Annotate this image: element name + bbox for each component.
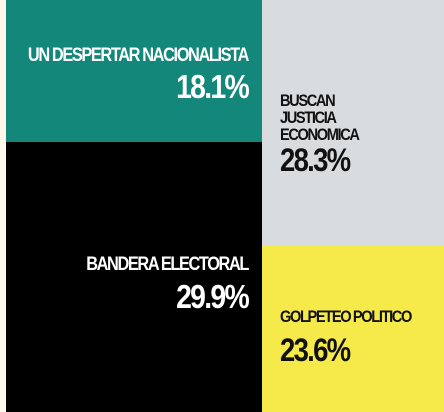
tile-value: 28.3% xyxy=(280,142,351,178)
tile-label: GOLPETEO POLITICO xyxy=(280,307,412,326)
tile-value: 29.9% xyxy=(176,278,250,315)
tile-justicia-economica: BUSCAN JUSTICIA ECONOMICA 28.3% xyxy=(262,0,444,246)
tile-label: UN DESPERTAR NACIONALISTA xyxy=(27,45,249,66)
tile-value: 23.6% xyxy=(280,332,351,368)
tile-label: BUSCAN JUSTICIA ECONOMICA xyxy=(280,91,360,144)
tile-golpeteo-politico: GOLPETEO POLITICO 23.6% xyxy=(262,246,444,412)
tile-label: BANDERA ELECTORAL xyxy=(86,254,249,275)
tile-bandera-electoral: BANDERA ELECTORAL 29.9% xyxy=(6,142,262,412)
tile-despertar-nacionalista: UN DESPERTAR NACIONALISTA 18.1% xyxy=(6,0,262,142)
tile-value: 18.1% xyxy=(176,68,250,105)
